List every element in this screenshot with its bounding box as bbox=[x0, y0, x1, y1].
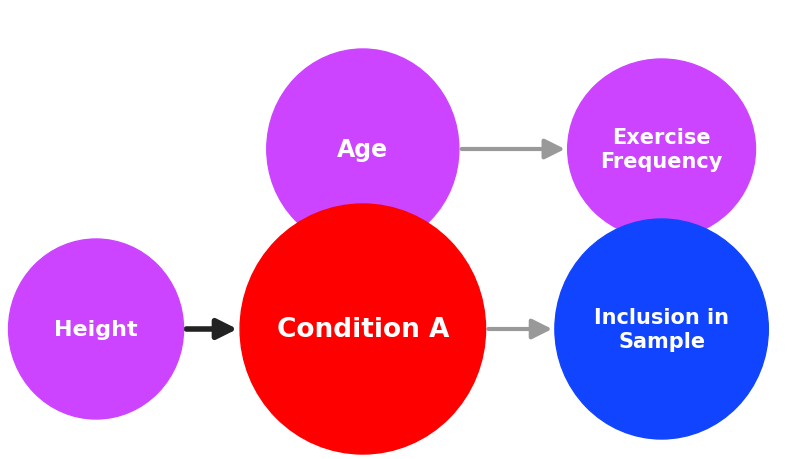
Ellipse shape bbox=[267, 50, 459, 249]
Ellipse shape bbox=[9, 240, 183, 419]
Ellipse shape bbox=[568, 60, 756, 240]
Text: Age: Age bbox=[337, 138, 388, 162]
Ellipse shape bbox=[555, 219, 768, 439]
Text: Height: Height bbox=[54, 319, 138, 339]
Text: Condition A: Condition A bbox=[277, 316, 449, 342]
Text: Inclusion in
Sample: Inclusion in Sample bbox=[594, 307, 729, 352]
Text: Exercise
Frequency: Exercise Frequency bbox=[600, 127, 723, 172]
Ellipse shape bbox=[240, 205, 486, 454]
